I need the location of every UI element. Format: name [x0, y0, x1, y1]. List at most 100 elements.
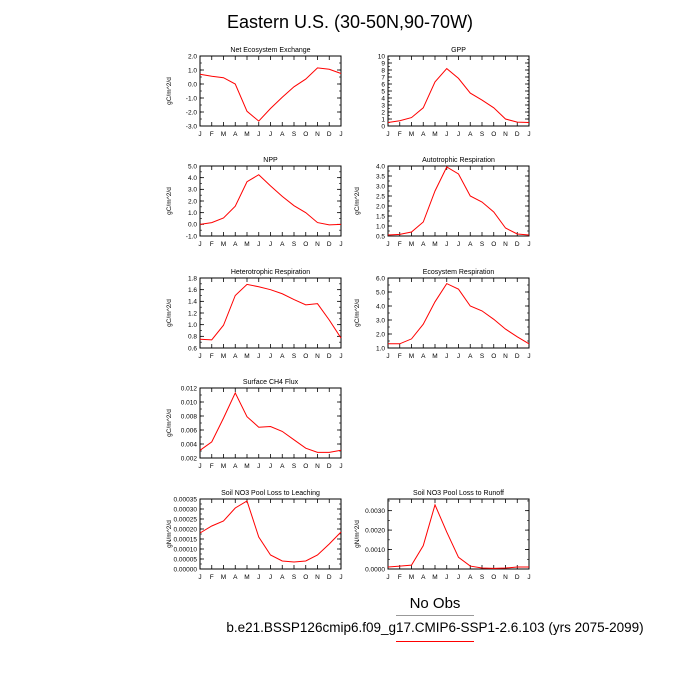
x-tick-label: A: [280, 241, 285, 248]
panel-title: Autotrophic Respiration: [422, 157, 495, 164]
x-tick-label: J: [257, 574, 260, 581]
x-tick-label: J: [198, 463, 201, 470]
plot-frame: [387, 55, 530, 127]
panel-title: Soil NO3 Pool Loss to Leaching: [221, 490, 320, 497]
x-tick-label: A: [421, 353, 426, 360]
y-tick-label: 0.006: [181, 427, 198, 434]
x-tick-label: F: [210, 131, 214, 138]
y-tick-label: 9: [381, 60, 385, 67]
x-tick-label: M: [221, 353, 226, 360]
x-tick-label: J: [445, 353, 448, 360]
y-tick-label: 1.0: [188, 322, 197, 329]
legend-case-name: b.e21.BSSP126cmip6.f09_g17.CMIP6-SSP1-2.…: [226, 620, 644, 635]
x-tick-label: J: [527, 241, 530, 248]
x-tick-label: S: [480, 241, 485, 248]
x-tick-label: D: [515, 353, 520, 360]
x-tick-label: O: [303, 463, 308, 470]
legend-case-line: [396, 641, 474, 642]
x-tick-label: J: [527, 574, 530, 581]
plots-container: Net Ecosystem Exchange gC/m^2/d -3.0 -2.0 -1…: [166, 47, 531, 581]
y-tick-label: 0.00015: [174, 536, 198, 543]
y-tick-label: 1: [381, 116, 385, 123]
y-tick-label: 10: [378, 53, 386, 60]
y-tick-label: 2.0: [188, 198, 197, 205]
y-tick-label: 0.012: [181, 385, 198, 392]
x-tick-label: N: [315, 241, 320, 248]
x-tick-label: S: [292, 574, 297, 581]
y-tick-label: 5.0: [188, 163, 197, 170]
y-axis-label: gN/m^2/d: [354, 520, 361, 548]
chart-panel-1: Net Ecosystem Exchange gC/m^2/d -3.0 -2.0 -1…: [166, 47, 343, 138]
series-line: [388, 282, 530, 345]
x-tick-label: N: [315, 131, 320, 138]
x-tick-label: O: [491, 574, 496, 581]
y-tick-label: 7: [381, 74, 385, 81]
x-tick-label: F: [398, 131, 402, 138]
x-tick-label: S: [480, 574, 485, 581]
x-tick-label: J: [386, 574, 389, 581]
chart-panel-5: Heterotrophic Respiration gC/m^2/d 0.6 0.8 1…: [166, 269, 343, 360]
x-tick-label: A: [280, 353, 285, 360]
series-line: [199, 391, 342, 453]
x-tick-label: J: [445, 241, 448, 248]
x-tick-label: N: [315, 353, 320, 360]
x-tick-label: J: [386, 131, 389, 138]
y-tick-label: 0.0010: [365, 547, 385, 554]
x-tick-label: M: [409, 353, 414, 360]
plot-frame: [387, 165, 530, 237]
x-tick-label: D: [327, 353, 332, 360]
x-tick-label: M: [221, 463, 226, 470]
y-tick-label: 0.0030: [365, 508, 385, 515]
x-tick-label: D: [515, 241, 520, 248]
x-tick-label: J: [527, 353, 530, 360]
y-axis-label: gC/m^2/d: [354, 187, 361, 215]
y-tick-label: 3.0: [376, 317, 385, 324]
x-tick-label: A: [421, 131, 426, 138]
x-tick-label: J: [339, 241, 342, 248]
plot-frame: [387, 277, 530, 349]
y-tick-label: 3.5: [376, 173, 385, 180]
y-tick-label: -3.0: [186, 123, 198, 130]
y-tick-label: 3: [381, 102, 385, 109]
x-tick-label: F: [210, 574, 214, 581]
x-tick-label: F: [398, 574, 402, 581]
x-tick-label: O: [491, 241, 496, 248]
y-tick-label: 2.5: [376, 193, 385, 200]
x-tick-label: J: [257, 353, 260, 360]
y-tick-label: 0.00010: [174, 546, 198, 553]
panel-title: NPP: [263, 157, 278, 164]
y-tick-label: 0.00030: [174, 506, 198, 513]
legend-separator: [396, 615, 474, 616]
x-tick-label: N: [503, 574, 508, 581]
y-tick-label: -2.0: [186, 109, 198, 116]
x-tick-label: D: [327, 574, 332, 581]
x-tick-label: M: [244, 574, 249, 581]
y-tick-label: 2.0: [188, 53, 197, 60]
y-tick-label: 0.00025: [174, 516, 198, 523]
y-tick-label: 4.0: [376, 303, 385, 310]
series-line: [199, 174, 342, 226]
y-tick-label: 0: [381, 123, 385, 130]
x-tick-label: M: [432, 131, 437, 138]
x-tick-label: O: [303, 574, 308, 581]
y-tick-label: 0.00035: [174, 496, 198, 503]
x-tick-label: J: [269, 241, 272, 248]
x-tick-label: M: [244, 241, 249, 248]
x-tick-label: S: [480, 353, 485, 360]
x-tick-label: M: [244, 353, 249, 360]
x-tick-label: M: [221, 241, 226, 248]
y-tick-label: 0.0000: [365, 566, 385, 573]
x-tick-label: J: [386, 241, 389, 248]
y-tick-label: 2.0: [376, 331, 385, 338]
y-tick-label: 2.0: [376, 203, 385, 210]
x-tick-label: J: [269, 574, 272, 581]
chart-panel-6: Ecosystem Respiration gC/m^2/d 1.0 2.0 3.0 4.…: [354, 269, 531, 360]
x-tick-label: J: [457, 131, 460, 138]
x-tick-label: A: [233, 463, 238, 470]
x-tick-label: M: [244, 463, 249, 470]
x-tick-label: F: [398, 353, 402, 360]
x-tick-label: N: [503, 131, 508, 138]
x-tick-label: J: [198, 574, 201, 581]
